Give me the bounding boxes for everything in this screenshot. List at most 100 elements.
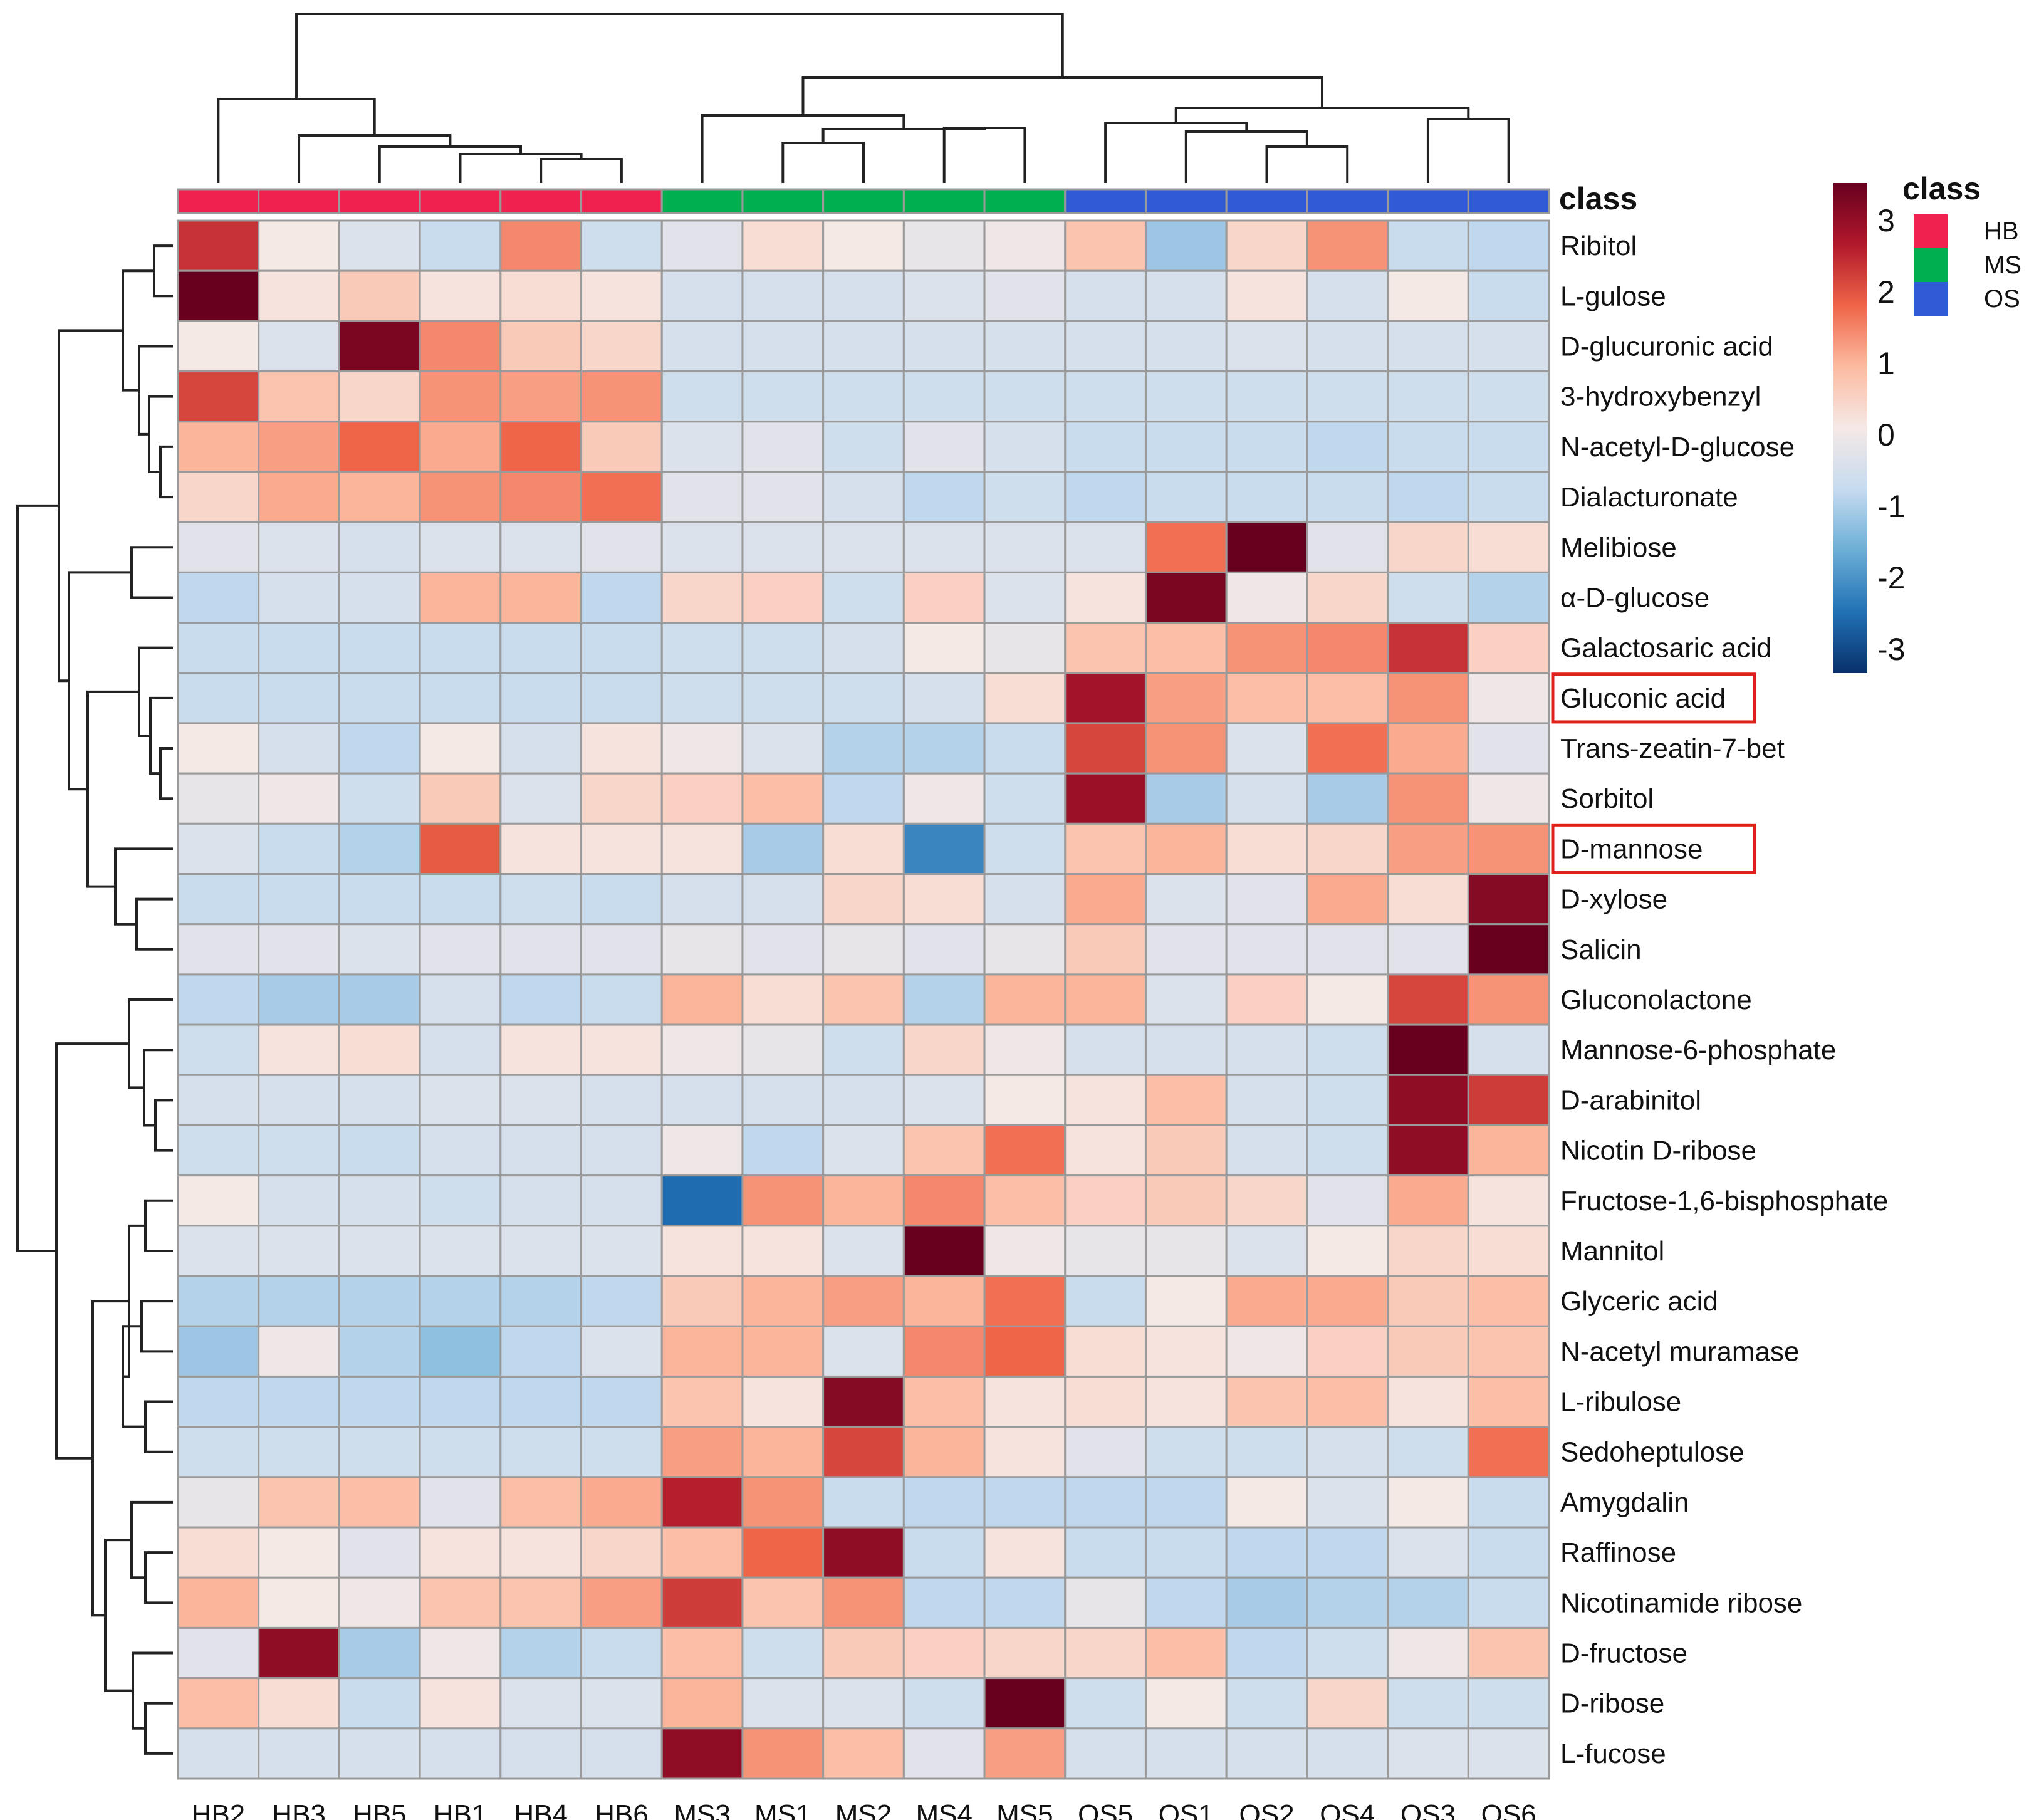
cell-sorbitol-os1 bbox=[1144, 772, 1228, 825]
cell-d-xylose-hb5 bbox=[338, 873, 421, 926]
column-label-hb6: HB6 bbox=[595, 1799, 649, 1820]
cell-d-xylose-os5 bbox=[1064, 873, 1147, 926]
class-bar-hb5 bbox=[338, 188, 421, 214]
cell-raffinose-os1 bbox=[1144, 1526, 1228, 1579]
cell-d-glucose-os6 bbox=[1467, 571, 1550, 624]
color-scale-tick: 0 bbox=[1877, 417, 1895, 452]
row-label-3-hydroxybenzyl: 3-hydroxybenzyl bbox=[1560, 382, 1761, 412]
cell-d-fructose-os2 bbox=[1225, 1626, 1308, 1680]
cell-n-acetyl-d-glucose-hb3 bbox=[258, 421, 340, 473]
cell-n-acetyl-muramase-hb3 bbox=[258, 1325, 340, 1378]
cell-l-ribulose-hb4 bbox=[499, 1375, 583, 1428]
cell-d-fructose-hb1 bbox=[419, 1626, 502, 1680]
cell-d-fructose-hb2 bbox=[177, 1626, 260, 1680]
color-scale-tick: 2 bbox=[1877, 275, 1895, 310]
cell-d-xylose-hb4 bbox=[499, 873, 583, 926]
class-legend-label-hb: HB bbox=[1984, 217, 2019, 245]
column-label-os6: OS6 bbox=[1481, 1799, 1536, 1820]
row-label-l-fucose: L-fucose bbox=[1560, 1739, 1666, 1769]
cell-n-acetyl-muramase-ms1 bbox=[741, 1325, 825, 1378]
cell-d-mannose-os3 bbox=[1387, 822, 1469, 876]
cell-gluconolactone-ms2 bbox=[822, 973, 905, 1026]
class-bar-ms4 bbox=[902, 188, 986, 214]
cell-n-acetyl-muramase-ms5 bbox=[983, 1325, 1067, 1378]
cell-sedoheptulose-hb5 bbox=[338, 1426, 421, 1478]
cell-n-acetyl-d-glucose-hb2 bbox=[177, 421, 260, 473]
cell-l-fucose-ms5 bbox=[983, 1727, 1067, 1780]
cell-l-ribulose-hb6 bbox=[580, 1375, 663, 1428]
cell-fructose-1-6-bisphosphate-ms2 bbox=[822, 1174, 905, 1227]
cell-d-fructose-ms5 bbox=[983, 1626, 1067, 1680]
cell-mannose-6-phosphate-hb1 bbox=[419, 1023, 502, 1076]
cell-sorbitol-ms1 bbox=[741, 772, 825, 825]
column-label-ms3: MS3 bbox=[674, 1799, 730, 1820]
row-dendrogram-branch bbox=[154, 1099, 173, 1152]
cell-amygdalin-hb2 bbox=[177, 1476, 260, 1529]
row-dendrogram-branch bbox=[144, 1551, 173, 1604]
cell-sedoheptulose-os4 bbox=[1306, 1426, 1389, 1478]
cell-sorbitol-ms2 bbox=[822, 772, 905, 825]
cell-l-gulose-ms4 bbox=[902, 269, 986, 322]
cell-d-arabinitol-hb5 bbox=[338, 1074, 421, 1126]
cell-dialacturonate-ms1 bbox=[741, 471, 825, 523]
cell-3-hydroxybenzyl-hb4 bbox=[499, 370, 583, 423]
cell-sorbitol-os3 bbox=[1387, 772, 1469, 825]
cell-sorbitol-os2 bbox=[1225, 772, 1308, 825]
cell-d-fructose-os3 bbox=[1387, 1626, 1469, 1680]
cell-3-hydroxybenzyl-os5 bbox=[1064, 370, 1147, 423]
cell-raffinose-os3 bbox=[1387, 1526, 1469, 1579]
row-dendrogram-branch bbox=[140, 1300, 173, 1353]
cell-d-mannose-hb1 bbox=[419, 822, 502, 876]
cell-d-glucose-hb5 bbox=[338, 571, 421, 624]
column-label-os5: OS5 bbox=[1078, 1799, 1133, 1820]
cell-galactosaric-acid-hb3 bbox=[258, 622, 340, 674]
cell-n-acetyl-d-glucose-ms4 bbox=[902, 421, 986, 473]
cell-fructose-1-6-bisphosphate-hb3 bbox=[258, 1174, 340, 1227]
cell-mannitol-ms2 bbox=[822, 1225, 905, 1277]
cell-sorbitol-os6 bbox=[1467, 772, 1550, 825]
cell-sedoheptulose-ms4 bbox=[902, 1426, 986, 1478]
cell-nicotin-d-ribose-hb3 bbox=[258, 1124, 340, 1177]
cell-raffinose-os6 bbox=[1467, 1526, 1550, 1579]
cell-l-gulose-os6 bbox=[1467, 269, 1550, 322]
cell-dialacturonate-hb3 bbox=[258, 471, 340, 523]
cell-mannose-6-phosphate-os5 bbox=[1064, 1023, 1147, 1076]
cell-d-arabinitol-ms1 bbox=[741, 1074, 825, 1126]
column-dendrogram-branch bbox=[801, 76, 1324, 115]
cell-dialacturonate-os2 bbox=[1225, 471, 1308, 523]
column-label-ms5: MS5 bbox=[996, 1799, 1053, 1820]
row-label-d-fructose: D-fructose bbox=[1560, 1638, 1687, 1669]
cell-l-ribulose-ms2 bbox=[822, 1375, 905, 1428]
row-label-trans-zeatin-7-bet: Trans-zeatin-7-bet bbox=[1560, 733, 1785, 764]
cell-d-glucuronic-acid-hb2 bbox=[177, 320, 260, 373]
cell-d-arabinitol-ms3 bbox=[660, 1074, 744, 1126]
cell-mannose-6-phosphate-ms2 bbox=[822, 1023, 905, 1076]
cell-d-ribose-hb2 bbox=[177, 1677, 260, 1730]
cell-d-fructose-hb5 bbox=[338, 1626, 421, 1680]
cell-mannose-6-phosphate-ms5 bbox=[983, 1023, 1067, 1076]
cell-3-hydroxybenzyl-ms2 bbox=[822, 370, 905, 423]
class-bar-os3 bbox=[1387, 188, 1469, 214]
cell-gluconolactone-hb5 bbox=[338, 973, 421, 1026]
cell-n-acetyl-muramase-os3 bbox=[1387, 1325, 1469, 1378]
cell-mannose-6-phosphate-ms3 bbox=[660, 1023, 744, 1076]
cell-gluconic-acid-hb3 bbox=[258, 672, 340, 724]
cell-n-acetyl-d-glucose-hb4 bbox=[499, 421, 583, 473]
cell-mannose-6-phosphate-hb3 bbox=[258, 1023, 340, 1076]
cell-gluconic-acid-ms2 bbox=[822, 672, 905, 724]
cell-melibiose-hb4 bbox=[499, 521, 583, 573]
cell-d-ribose-ms3 bbox=[660, 1677, 744, 1730]
column-dendrogram-branch bbox=[1426, 118, 1510, 183]
row-label-d-arabinitol: D-arabinitol bbox=[1560, 1085, 1701, 1116]
cell-nicotinamide-ribose-ms1 bbox=[741, 1576, 825, 1629]
cell-d-arabinitol-hb4 bbox=[499, 1074, 583, 1126]
cell-l-fucose-hb1 bbox=[419, 1727, 502, 1780]
cell-d-ribose-ms4 bbox=[902, 1677, 986, 1730]
cell-l-gulose-os1 bbox=[1144, 269, 1228, 322]
cell-fructose-1-6-bisphosphate-hb6 bbox=[580, 1174, 663, 1227]
class-legend: class HB MS OS bbox=[1902, 171, 2021, 316]
cell-glyceric-acid-hb4 bbox=[499, 1275, 583, 1327]
row-label-d-xylose: D-xylose bbox=[1560, 884, 1667, 915]
cell-d-xylose-ms4 bbox=[902, 873, 986, 926]
